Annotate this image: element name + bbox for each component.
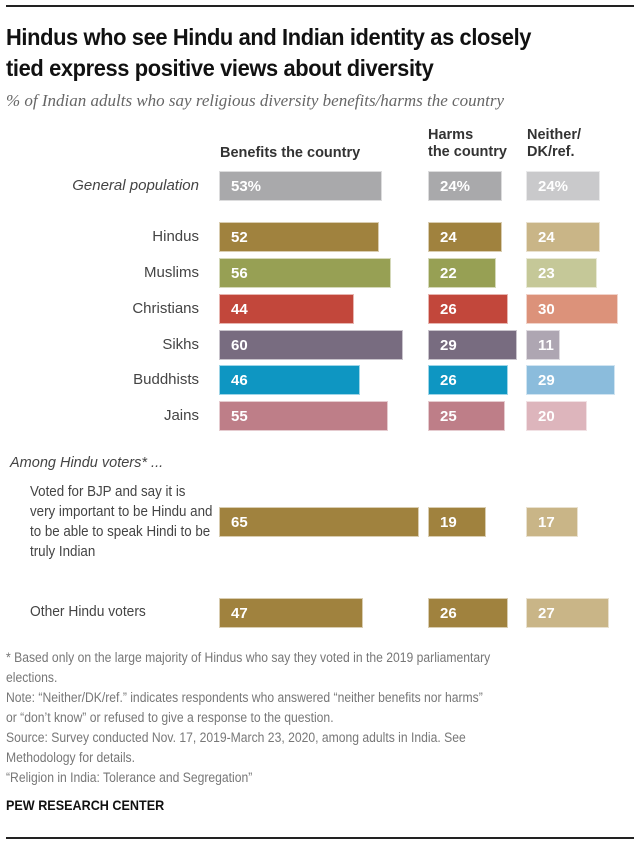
bar-value-label: 65 — [231, 514, 248, 531]
chart-subtitle: % of Indian adults who say religious div… — [6, 91, 504, 110]
note-line-6: Methodology for details. — [6, 750, 136, 765]
note-line-3: Note: “Neither/DK/ref.” indicates respon… — [6, 690, 483, 705]
row-label-christians: Christians — [132, 300, 199, 317]
bar-benefits: 56 — [219, 258, 391, 288]
row-label-other-hindu-voters: Other Hindu voters — [30, 603, 146, 620]
bar-harms: 26 — [428, 365, 508, 395]
title-line-1: Hindus who see Hindu and Indian identity… — [6, 24, 532, 50]
bar-neither: 27 — [526, 598, 609, 628]
bar-value-label: 11 — [538, 337, 554, 354]
pew-research-center-logo: PEW RESEARCH CENTER — [6, 797, 165, 813]
row-label-hindus: Hindus — [152, 228, 199, 245]
bar-neither: 24% — [526, 171, 600, 201]
bar-harms: 24% — [428, 171, 502, 201]
row-label-buddhists: Buddhists — [133, 371, 199, 388]
bar-value-label: 24% — [538, 178, 569, 195]
bar-value-label: 20 — [538, 408, 555, 425]
bar-value-label: 22 — [440, 265, 457, 282]
note-line-4: or “don’t know” or refused to give a res… — [6, 710, 334, 725]
bar-neither: 24 — [526, 222, 600, 252]
row-label-sikhs: Sikhs — [162, 336, 199, 353]
bar-value-label: 17 — [538, 514, 555, 531]
title-line-2: tied express positive views about divers… — [6, 55, 434, 81]
row-label-jains: Jains — [163, 407, 199, 424]
bar-benefits: 47 — [219, 598, 363, 628]
bar-value-label: 30 — [538, 301, 555, 318]
row-label-bjp-voters: Voted for BJP and say it is very importa… — [30, 484, 213, 560]
bar-benefits: 53% — [219, 171, 382, 201]
bar-value-label: 26 — [440, 605, 457, 622]
row-label-general-population: General population — [72, 177, 199, 194]
bar-neither: 17 — [526, 507, 578, 537]
column-header-neither-line-1: Neither/ — [527, 127, 581, 143]
bar-neither: 29 — [526, 365, 615, 395]
bar-benefits: 55 — [219, 401, 388, 431]
bar-harms: 26 — [428, 598, 508, 628]
bar-value-label: 52 — [231, 229, 248, 246]
row-label-muslims: Muslims — [144, 264, 199, 281]
bar-value-label: 53% — [231, 178, 262, 195]
bar-benefits: 46 — [219, 365, 360, 395]
chart-title: Hindus who see Hindu and Indian identity… — [6, 22, 629, 84]
bar-benefits: 52 — [219, 222, 379, 252]
bar-value-label: 23 — [538, 265, 555, 282]
bar-harms: 25 — [428, 401, 505, 431]
bar-benefits: 65 — [219, 507, 419, 537]
note-line-5: Source: Survey conducted Nov. 17, 2019-M… — [6, 730, 466, 745]
bar-value-label: 55 — [231, 408, 248, 425]
bar-value-label: 60 — [231, 337, 248, 354]
bar-value-label: 24 — [538, 229, 555, 246]
bar-harms: 24 — [428, 222, 502, 252]
column-header-harms-line-1: Harms — [428, 127, 474, 143]
column-header-harms: Harms the country — [428, 127, 507, 161]
bar-value-label: 26 — [440, 372, 457, 389]
bar-value-label: 29 — [538, 372, 555, 389]
bar-benefits: 60 — [219, 330, 403, 360]
bar-neither: 30 — [526, 294, 618, 324]
bar-benefits: 44 — [219, 294, 354, 324]
top-rule — [6, 5, 634, 7]
bar-neither: 11 — [526, 330, 560, 360]
note-line-7: “Religion in India: Tolerance and Segreg… — [6, 770, 253, 785]
bar-value-label: 44 — [231, 301, 248, 318]
bar-harms: 29 — [428, 330, 517, 360]
note-line-2: elections. — [6, 670, 58, 685]
bar-value-label: 24 — [440, 229, 457, 246]
bar-value-label: 24% — [440, 178, 471, 195]
bar-value-label: 46 — [231, 372, 248, 389]
bar-value-label: 27 — [538, 605, 555, 622]
bar-value-label: 19 — [440, 514, 457, 531]
bar-value-label: 26 — [440, 301, 457, 318]
bottom-rule — [6, 837, 634, 839]
bar-harms: 26 — [428, 294, 508, 324]
column-header-neither: Neither/ DK/ref. — [527, 127, 581, 161]
bar-neither: 20 — [526, 401, 587, 431]
bar-neither: 23 — [526, 258, 597, 288]
column-header-benefits: Benefits the country — [220, 145, 361, 161]
bar-value-label: 56 — [231, 265, 248, 282]
column-header-harms-line-2: the country — [428, 144, 507, 160]
bar-value-label: 25 — [440, 408, 457, 425]
bar-value-label: 47 — [231, 605, 248, 622]
section-label-hindu-voters: Among Hindu voters* ... — [10, 455, 164, 471]
column-header-neither-line-2: DK/ref. — [527, 144, 575, 160]
bar-harms: 22 — [428, 258, 496, 288]
notes: * Based only on the large majority of Hi… — [6, 648, 626, 788]
bar-harms: 19 — [428, 507, 486, 537]
note-line-1: * Based only on the large majority of Hi… — [6, 650, 491, 665]
bar-value-label: 29 — [440, 337, 457, 354]
